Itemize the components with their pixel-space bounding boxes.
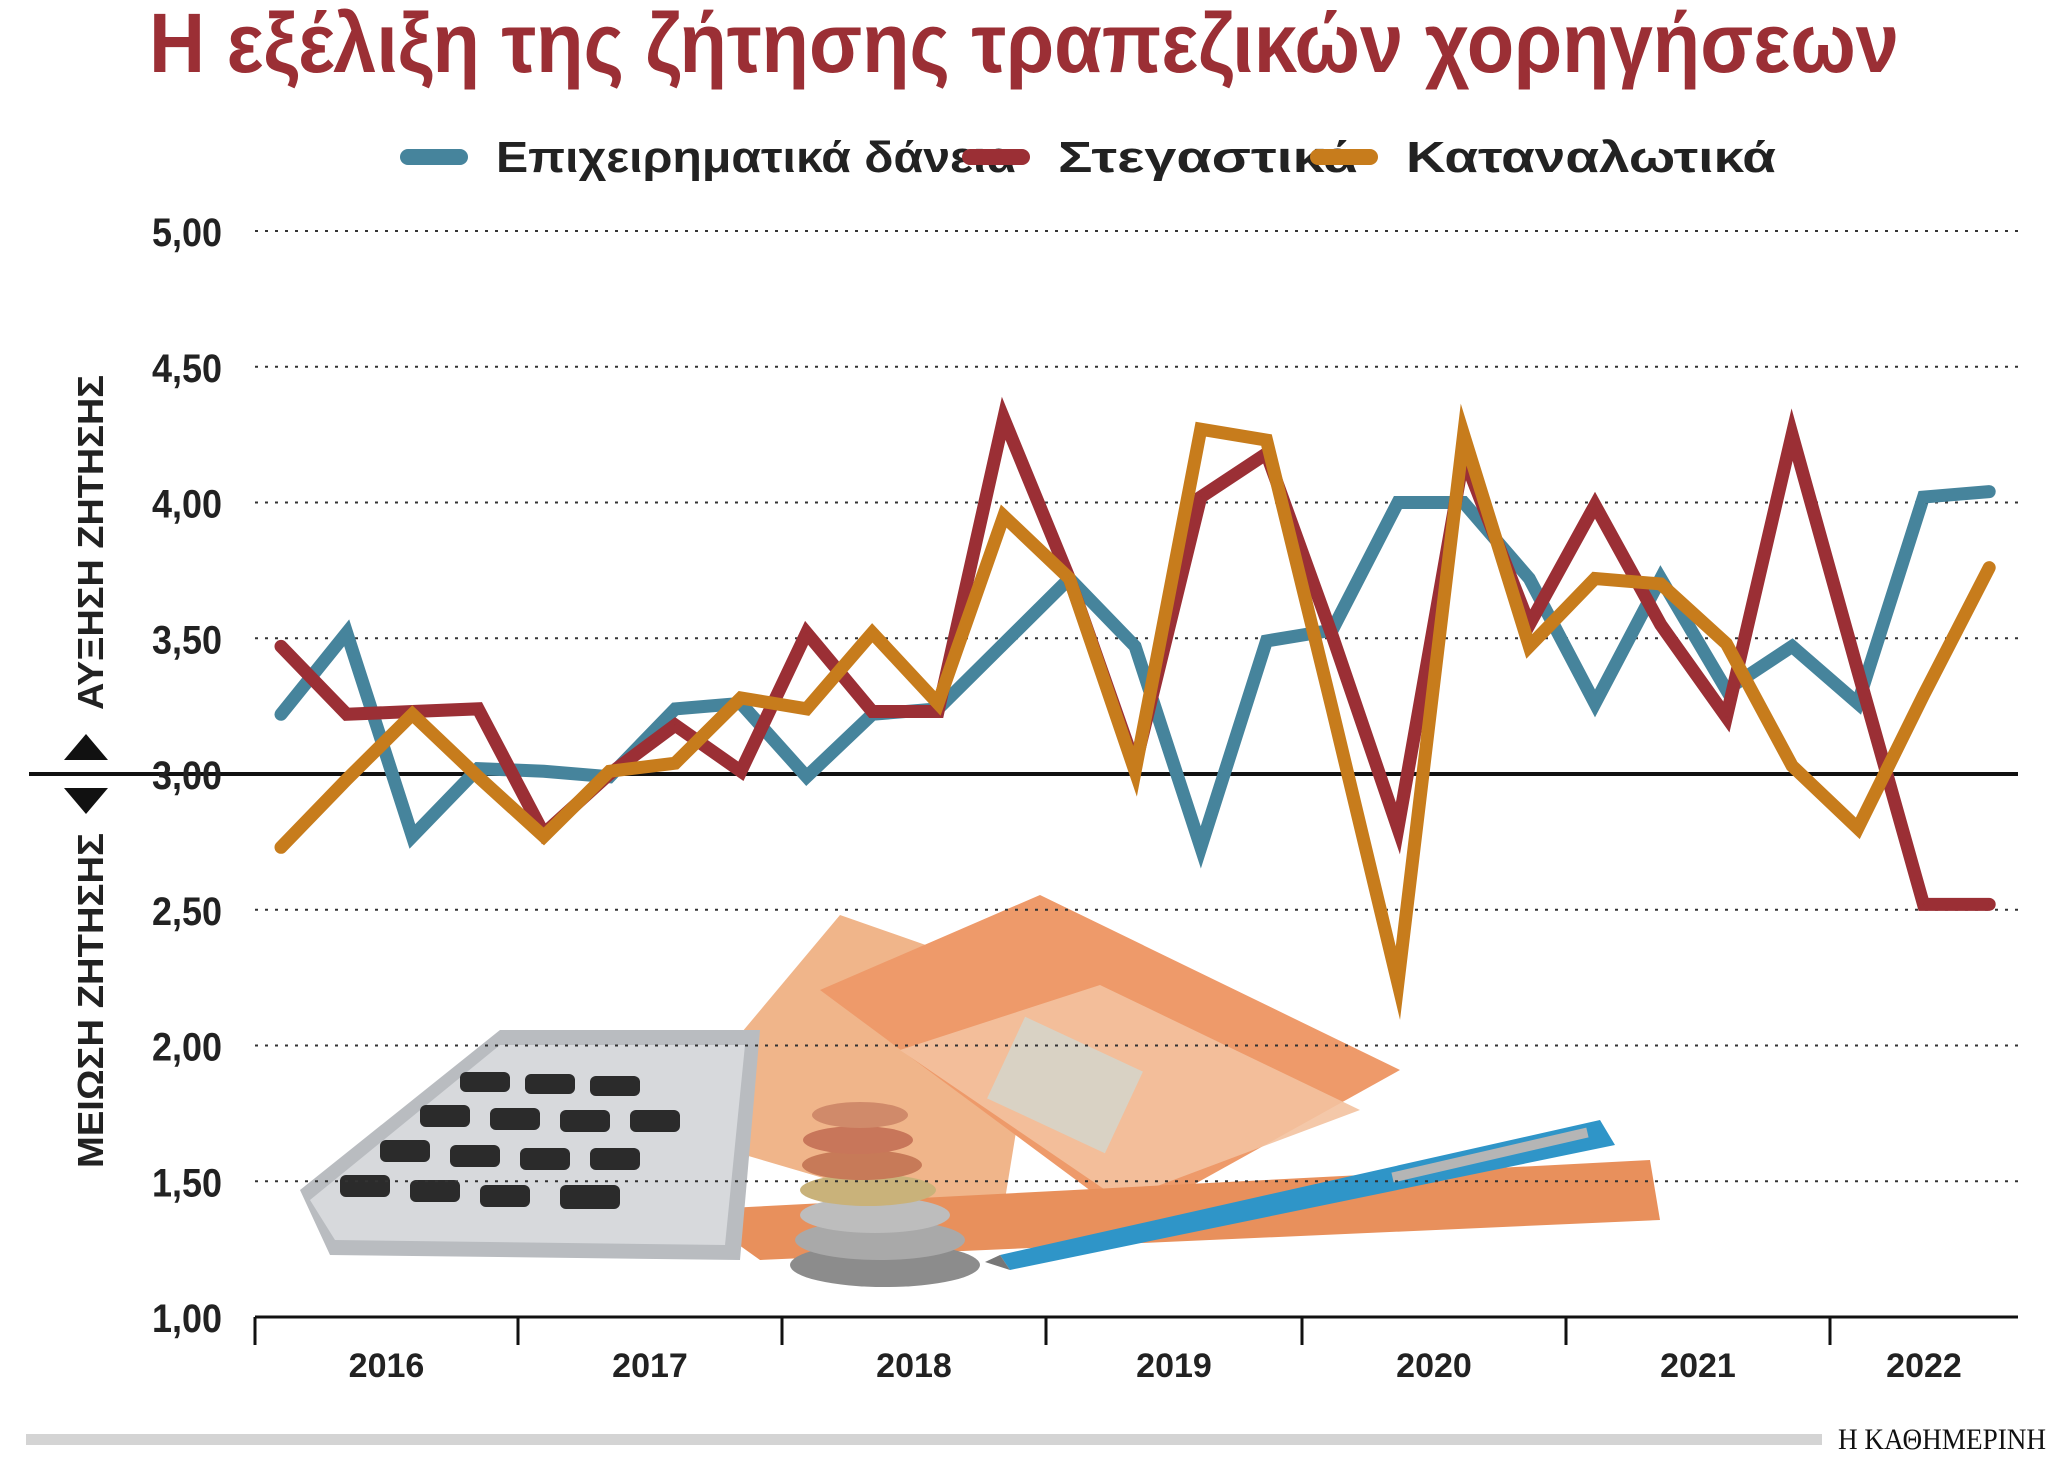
data-point xyxy=(1594,577,1596,580)
x-tick-label: 2019 xyxy=(1136,1347,1212,1385)
data-point xyxy=(1725,642,1728,645)
data-point xyxy=(345,778,348,781)
series-lines xyxy=(274,396,1996,1020)
chart-title: Η εξέλιξη της ζήτησης τραπεζικών χορηγήσ… xyxy=(149,0,1899,90)
x-tick-label: 2017 xyxy=(612,1347,688,1385)
data-point xyxy=(1988,566,1991,569)
data-point xyxy=(280,713,282,716)
data-point xyxy=(1791,764,1794,767)
data-point xyxy=(1462,433,1465,436)
data-point xyxy=(608,770,611,773)
data-point xyxy=(1528,577,1531,580)
data-point xyxy=(1396,501,1399,504)
data-point xyxy=(1265,639,1268,642)
data-point xyxy=(1199,428,1202,431)
y-label-increase: ΑΥΞΗΣΗ ΖΗΤΗΣΗΣ xyxy=(70,375,111,710)
data-point xyxy=(542,835,545,838)
data-point xyxy=(1396,982,1399,985)
legend-label: Επιχειρηματικά δάνεια xyxy=(496,133,1016,182)
data-point xyxy=(1002,515,1005,518)
footer-bar xyxy=(26,1434,1822,1445)
y-tick-label: 1,50 xyxy=(152,1161,222,1205)
data-point xyxy=(805,631,808,634)
data-point xyxy=(871,710,874,713)
data-point xyxy=(345,631,348,634)
data-point xyxy=(1528,645,1531,648)
data-point xyxy=(1331,634,1334,637)
legend: Επιχειρηματικά δάνεια Στεγαστικά Καταναλωτ… xyxy=(400,133,1776,182)
y-tick-label: 5,00 xyxy=(152,211,222,255)
data-point xyxy=(345,713,348,716)
data-point xyxy=(1988,490,1991,493)
y-tick-label: 4,00 xyxy=(152,483,222,527)
legend-label: Στεγαστικά xyxy=(1058,133,1358,182)
y-tick-label: 2,50 xyxy=(152,890,222,934)
data-point xyxy=(477,775,480,778)
data-point xyxy=(1396,827,1399,830)
y-tick-label: 3,50 xyxy=(152,618,222,662)
x-axis: 2016 2017 2018 2019 2020 2021 2022 xyxy=(253,1315,2018,1385)
data-point xyxy=(937,702,939,705)
data-point xyxy=(1068,577,1071,580)
x-tick-label: 2018 xyxy=(876,1347,952,1385)
y-tick-label: 4,50 xyxy=(152,347,222,391)
data-point xyxy=(1199,496,1202,499)
data-point xyxy=(739,770,742,773)
data-point xyxy=(542,770,545,773)
data-point xyxy=(1594,702,1596,705)
data-point xyxy=(411,713,414,716)
legend-label: Καταναλωτικά xyxy=(1406,133,1776,182)
x-tick-label: 2021 xyxy=(1660,1347,1736,1385)
footer-brand: Η ΚΑΘΗΜΕΡΙΝΗ xyxy=(1838,1423,2046,1456)
grid xyxy=(29,230,2018,1183)
data-point xyxy=(674,762,677,765)
data-point xyxy=(1791,645,1794,648)
data-point xyxy=(1002,417,1005,420)
y-tick-label: 1,00 xyxy=(152,1297,222,1341)
y-tick-label: 2,00 xyxy=(152,1026,222,1070)
data-point xyxy=(1331,707,1334,710)
data-point xyxy=(1725,715,1728,718)
data-point xyxy=(1922,496,1925,499)
data-point xyxy=(1265,439,1268,442)
data-point xyxy=(280,645,282,648)
x-tick-label: 2022 xyxy=(1886,1347,1962,1385)
data-point xyxy=(1134,645,1137,648)
data-point xyxy=(1594,504,1596,507)
arrow-down-icon xyxy=(64,788,108,814)
data-point xyxy=(1856,827,1859,830)
data-point xyxy=(1659,582,1662,585)
data-point xyxy=(1922,694,1925,697)
y-tick-label: 3,00 xyxy=(152,754,222,798)
data-point xyxy=(805,707,808,710)
data-point xyxy=(280,846,282,849)
data-point xyxy=(1462,501,1465,504)
data-point xyxy=(411,835,414,838)
data-point xyxy=(1134,770,1137,773)
data-point xyxy=(871,631,874,634)
data-point xyxy=(805,775,808,778)
data-point xyxy=(1659,623,1662,626)
data-point xyxy=(1856,702,1859,705)
data-point xyxy=(1002,642,1005,645)
data-point xyxy=(477,707,480,710)
x-tick-label: 2020 xyxy=(1396,1347,1472,1385)
y-label-decrease: ΜΕΙΩΣΗ ΖΗΤΗΣΗΣ xyxy=(70,833,111,1168)
arrow-up-icon xyxy=(64,734,108,760)
data-point xyxy=(674,724,677,727)
y-axis: 5,00 4,50 4,00 3,50 3,00 2,50 2,00 1,50 1,00 xyxy=(152,211,222,1341)
data-point xyxy=(674,707,677,710)
data-point xyxy=(1988,903,1991,906)
data-point xyxy=(1922,903,1925,906)
data-point xyxy=(1856,669,1859,672)
data-point xyxy=(1791,433,1794,436)
x-tick-label: 2016 xyxy=(349,1347,425,1385)
data-point xyxy=(1199,846,1202,849)
money-calculator-photo xyxy=(300,895,1660,1287)
data-point xyxy=(739,696,742,699)
